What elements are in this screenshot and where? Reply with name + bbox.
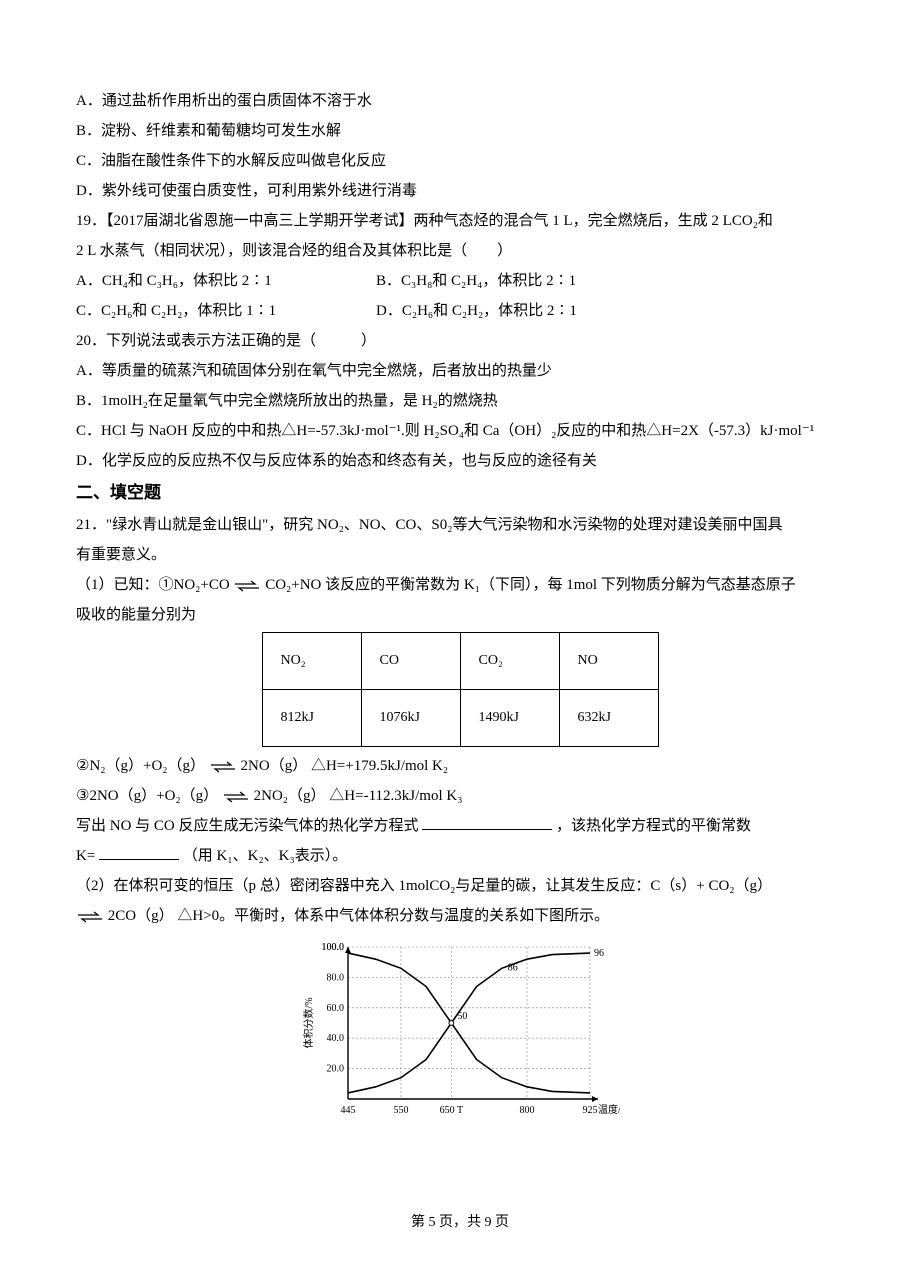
q19-row2: C．C₂H₆和 C₂H₂，体积比 1∶1 D．C₂H₆和 C₂H₂，体积比 2∶… (76, 296, 844, 326)
svg-text:80.0: 80.0 (327, 972, 345, 983)
option-c: C．油脂在酸性条件下的水解反应叫做皂化反应 (76, 146, 844, 176)
q20-d: D．化学反应的反应热不仅与反应体系的始态和终态有关，也与反应的途径有关 (76, 446, 844, 476)
td-no: 632kJ (559, 690, 658, 747)
page-footer: 第 5 页，共 9 页 (0, 1209, 920, 1237)
option-a: A．通过盐析作用析出的蛋白质固体不溶于水 (76, 86, 844, 116)
th-co: CO (361, 633, 460, 690)
th-no2: NO₂ (262, 633, 361, 690)
q19-row1: A．CH₄和 C₃H₆，体积比 2∶1 B．C₃H₈和 C₂H₄，体积比 2∶1 (76, 266, 844, 296)
q21-p2b: 2CO（g） △H>0。平衡时，体系中气体体积分数与温度的关系如下图所示。 (108, 908, 609, 924)
svg-text:20.0: 20.0 (327, 1064, 345, 1075)
footer-c: 页 (492, 1215, 510, 1230)
q21-write2: ，该热化学方程式的平衡常数 (556, 818, 751, 834)
equilibrium-icon (209, 761, 237, 773)
option-b: B．淀粉、纤维素和葡萄糖均可发生水解 (76, 116, 844, 146)
q20-stem: 20．下列说法或表示方法正确的是（ ） (76, 326, 844, 356)
volume-fraction-chart: 20.040.060.080.0100.0100.0445550650 T800… (300, 935, 620, 1125)
q21-p1c: 吸收的能量分别为 (76, 600, 844, 630)
svg-text:96: 96 (594, 948, 604, 959)
q21-write-line1: 写出 NO 与 CO 反应生成无污染气体的热化学方程式 ，该热化学方程式的平衡常… (76, 811, 844, 841)
footer-a: 第 (411, 1215, 429, 1230)
footer-b: 页，共 (436, 1215, 485, 1230)
q21-p1a: （1）已知：①NO₂+CO (76, 577, 230, 593)
svg-text:650 T: 650 T (440, 1105, 463, 1116)
svg-text:100.0: 100.0 (322, 942, 345, 953)
q21-eq2b: 2NO（g） △H=+179.5kJ/mol K₂ (241, 758, 449, 774)
svg-text:445: 445 (341, 1105, 356, 1116)
svg-text:50: 50 (457, 1011, 467, 1022)
svg-text:60.0: 60.0 (327, 1003, 345, 1014)
chart-container: 20.040.060.080.0100.0100.0445550650 T800… (76, 935, 844, 1136)
svg-text:温度/℃: 温度/℃ (598, 1103, 620, 1116)
page-total: 9 (485, 1215, 492, 1230)
q19-stem2: 2 L 水蒸气（相同状况），则该混合烃的组合及其体积比是（ ） (76, 236, 844, 266)
option-d: D．紫外线可使蛋白质变性，可利用紫外线进行消毒 (76, 176, 844, 206)
td-co2: 1490kJ (460, 690, 559, 747)
section-2-heading: 二、填空题 (76, 476, 844, 510)
q21-eq2a: ②N₂（g）+O₂（g） (76, 758, 205, 774)
q21-p1b: CO₂+NO 该反应的平衡常数为 K₁（下同），每 1mol 下列物质分解为气态… (265, 577, 796, 593)
q21-write1: 写出 NO 与 CO 反应生成无污染气体的热化学方程式 (76, 818, 419, 834)
q20-a: A．等质量的硫蒸汽和硫固体分别在氧气中完全燃烧，后者放出的热量少 (76, 356, 844, 386)
q21-p1: （1）已知：①NO₂+CO CO₂+NO 该反应的平衡常数为 K₁（下同），每 … (76, 570, 844, 600)
td-no2: 812kJ (262, 690, 361, 747)
equilibrium-icon (222, 791, 250, 803)
blank-input[interactable] (99, 844, 179, 860)
q21-stem2: 有重要意义。 (76, 540, 844, 570)
svg-text:体积分数/%: 体积分数/% (302, 997, 315, 1048)
q21-write-line2: K= （用 K₁、K₂、K₃表示）。 (76, 841, 844, 871)
svg-text:550: 550 (393, 1105, 408, 1116)
q19-stem1: 19．【2017届湖北省恩施一中高三上学期开学考试】两种气态烃的混合气 1 L，… (76, 206, 844, 236)
q21-eq3: ③2NO（g）+O₂（g） 2NO₂（g） △H=-112.3kJ/mol K₃ (76, 781, 844, 811)
q21-p2b-line: 2CO（g） △H>0。平衡时，体系中气体体积分数与温度的关系如下图所示。 (76, 901, 844, 931)
q21-write4: （用 K₁、K₂、K₃表示）。 (183, 848, 347, 864)
q20-c: C．HCl 与 NaOH 反应的中和热△H=-57.3kJ·mol⁻¹.则 H₂… (76, 416, 844, 446)
q21-eq3b: 2NO₂（g） △H=-112.3kJ/mol K₃ (254, 788, 463, 804)
equilibrium-icon (76, 911, 104, 923)
table-row: 812kJ 1076kJ 1490kJ 632kJ (262, 690, 658, 747)
q21-write3: K= (76, 848, 95, 864)
svg-text:40.0: 40.0 (327, 1033, 345, 1044)
q21-eq3a: ③2NO（g）+O₂（g） (76, 788, 218, 804)
q19-d: D．C₂H₆和 C₂H₂，体积比 2∶1 (376, 296, 577, 326)
svg-text:800: 800 (519, 1105, 534, 1116)
energy-table: NO₂ CO CO₂ NO 812kJ 1076kJ 1490kJ 632kJ (262, 632, 659, 747)
q20-b: B．1molH₂在足量氧气中完全燃烧所放出的热量，是 H₂的燃烧热 (76, 386, 844, 416)
q19-a: A．CH₄和 C₃H₆，体积比 2∶1 (76, 266, 376, 296)
q21-eq2: ②N₂（g）+O₂（g） 2NO（g） △H=+179.5kJ/mol K₂ (76, 751, 844, 781)
q19-c: C．C₂H₆和 C₂H₂，体积比 1∶1 (76, 296, 376, 326)
table-row: NO₂ CO CO₂ NO (262, 633, 658, 690)
td-co: 1076kJ (361, 690, 460, 747)
q21-stem1: 21．"绿水青山就是金山银山"，研究 NO₂、NO、CO、S0₂等大气污染物和水… (76, 510, 844, 540)
svg-text:925: 925 (583, 1105, 598, 1116)
q19-b: B．C₃H₈和 C₂H₄，体积比 2∶1 (376, 266, 576, 296)
page-current: 5 (429, 1215, 436, 1230)
q21-p2a: （2）在体积可变的恒压（p 总）密闭容器中充入 1molCO₂与足量的碳，让其发… (76, 871, 844, 901)
blank-input[interactable] (422, 814, 552, 830)
th-co2: CO₂ (460, 633, 559, 690)
equilibrium-icon (233, 580, 261, 592)
th-no: NO (559, 633, 658, 690)
